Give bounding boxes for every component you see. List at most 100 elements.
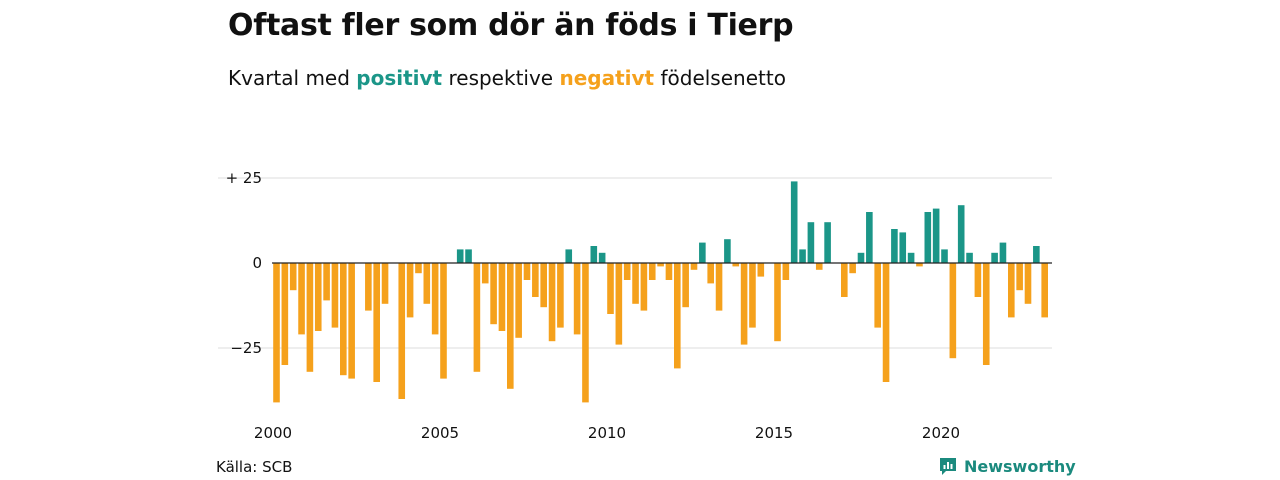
bar <box>824 222 831 263</box>
bar <box>916 263 923 267</box>
bar <box>465 249 472 263</box>
bar <box>665 263 673 280</box>
bar <box>515 263 522 338</box>
bar <box>565 249 573 263</box>
brand-name: Newsworthy <box>964 456 1076 476</box>
subtitle-prefix: Kvartal med <box>228 66 357 90</box>
bar <box>941 249 948 263</box>
bar <box>957 205 965 263</box>
x-tick-label: 2015 <box>755 424 793 442</box>
bar <box>899 232 907 263</box>
bar <box>1024 263 1032 304</box>
bar <box>974 263 982 297</box>
bar <box>882 263 890 382</box>
bar <box>932 208 940 263</box>
bar <box>674 263 681 369</box>
bar <box>582 263 589 403</box>
bar <box>774 263 781 342</box>
bar <box>866 212 873 263</box>
bar <box>982 263 990 365</box>
bar <box>699 242 706 263</box>
bar <box>857 252 865 263</box>
bar <box>540 263 547 308</box>
y-tick-label: + 25 <box>226 169 262 187</box>
bar <box>481 263 489 284</box>
bar <box>590 246 598 263</box>
bar <box>657 263 664 267</box>
bar <box>406 263 414 318</box>
bar <box>682 263 689 308</box>
subtitle-negative-word: negativt <box>559 66 655 90</box>
bar <box>498 263 506 331</box>
bar <box>615 263 623 345</box>
bar <box>473 263 481 372</box>
brand-logo[interactable]: Newsworthy <box>938 456 1076 476</box>
bar <box>999 242 1007 263</box>
bar <box>598 252 606 263</box>
x-tick-label: 2000 <box>254 424 292 442</box>
bar <box>782 263 790 280</box>
bar <box>632 263 639 304</box>
bar <box>815 263 823 270</box>
bar <box>907 252 915 263</box>
bar <box>281 263 289 365</box>
bar <box>707 263 714 284</box>
bar <box>607 263 614 314</box>
bar <box>1016 263 1023 291</box>
bar <box>991 252 998 263</box>
bar <box>348 263 355 379</box>
x-tick-label: 2010 <box>588 424 626 442</box>
bar <box>790 181 798 263</box>
bar <box>398 263 406 399</box>
chart-title: Oftast fler som dör än föds i Tierp <box>228 8 794 43</box>
bar <box>381 263 389 304</box>
y-tick-label: −25 <box>230 339 262 357</box>
bar <box>924 212 932 263</box>
bar <box>740 263 748 345</box>
bar <box>423 263 431 304</box>
bar <box>289 263 297 291</box>
bar <box>365 263 372 311</box>
bar <box>807 222 815 263</box>
bar <box>507 263 514 389</box>
bar <box>799 249 806 263</box>
bar <box>849 263 856 274</box>
bar <box>891 229 898 263</box>
chart-subtitle: Kvartal med positivt respektive negativt… <box>228 66 786 90</box>
newsworthy-logo-icon <box>940 458 956 475</box>
bar <box>1033 246 1040 263</box>
source-note: Källa: SCB <box>216 458 293 476</box>
bar <box>1041 263 1048 318</box>
bar <box>690 263 698 270</box>
bar <box>841 263 848 297</box>
bar <box>874 263 881 328</box>
bar <box>573 263 581 335</box>
bar <box>623 263 631 280</box>
bar <box>306 263 314 372</box>
y-tick-label: 0 <box>252 254 262 272</box>
bar <box>323 263 330 301</box>
bar <box>440 263 447 379</box>
bar <box>532 263 539 297</box>
bar <box>415 263 422 274</box>
bar <box>732 263 740 267</box>
subtitle-suffix: födelsenetto <box>654 66 786 90</box>
bar <box>298 263 305 335</box>
bar <box>340 263 347 376</box>
bar <box>724 239 731 263</box>
bar <box>314 263 322 331</box>
bar <box>273 263 280 403</box>
subtitle-middle: respektive <box>442 66 560 90</box>
bar <box>548 263 556 342</box>
bar <box>757 263 765 277</box>
bar <box>331 263 339 328</box>
x-tick-label: 2020 <box>922 424 960 442</box>
bar <box>949 263 957 359</box>
subtitle-positive-word: positivt <box>356 66 443 90</box>
bar <box>490 263 497 325</box>
bar <box>523 263 531 280</box>
x-tick-label: 2005 <box>421 424 459 442</box>
bar <box>456 249 464 263</box>
bar <box>749 263 756 328</box>
